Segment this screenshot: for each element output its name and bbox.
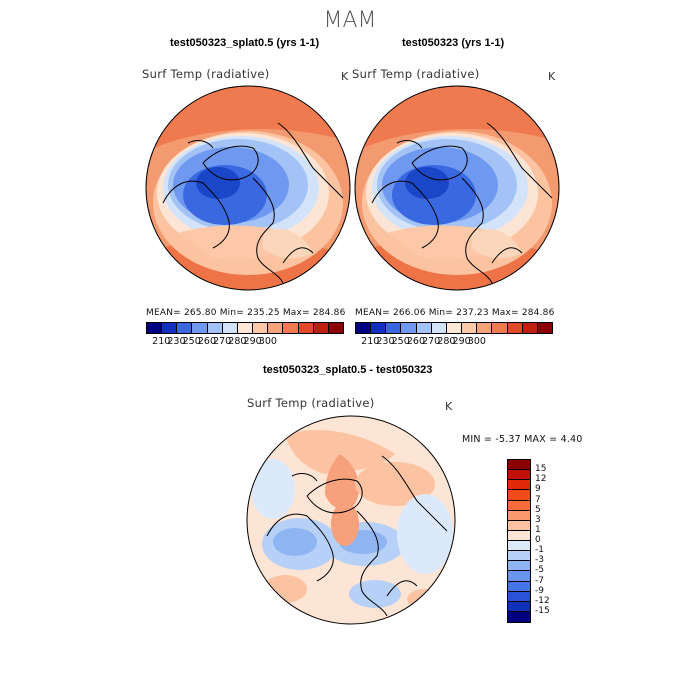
colorbar-swatch (522, 323, 538, 333)
colorbar-tick-label: 250 (391, 336, 410, 347)
colorbar-tick-label: 260 (406, 336, 425, 347)
colorbar-diff-tick-label: 7 (535, 494, 541, 505)
diff-minmax: MIN = -5.37 MAX = 4.40 (462, 434, 583, 445)
colorbar-swatch (386, 323, 402, 333)
colorbar-tick-label: 260 (197, 336, 216, 347)
unit-label-left: K (341, 70, 349, 83)
colorbar-tick-label: 290 (452, 336, 471, 347)
diff-max-value: 4.40 (560, 434, 583, 445)
polar-map-left (143, 83, 353, 293)
colorbar-swatch (268, 323, 284, 333)
colorbar-swatch (462, 323, 478, 333)
colorbar-swatch (356, 323, 372, 333)
colorbar-diff-swatch (508, 470, 530, 481)
colorbar-tick-label: 230 (376, 336, 395, 347)
colorbar-swatch (192, 323, 208, 333)
colorbar-swatch (313, 323, 329, 333)
colorbar-diff-swatch (508, 601, 530, 612)
colorbar-tick-label: 250 (182, 336, 201, 347)
colorbar-diff-tick-label: 15 (535, 464, 547, 475)
colorbar-swatch (492, 323, 508, 333)
colorbar-swatch (416, 323, 432, 333)
colorbar-diff-tick-label: -1 (535, 545, 544, 556)
colorbar-diff-swatch (508, 490, 530, 501)
polar-map-diff (245, 414, 457, 626)
colorbar-tick-label: 300 (467, 336, 486, 347)
colorbar-diff-tick-label: 3 (535, 514, 541, 525)
colorbar-diff-swatch (508, 571, 530, 582)
variable-label-right: Surf Temp (radiative) (352, 67, 480, 81)
colorbar-diff-tick-label: -12 (535, 595, 550, 606)
colorbar-tick-label: 280 (437, 336, 456, 347)
colorbar-swatch (371, 323, 387, 333)
diff-title: test050323_splat0.5 - test050323 (263, 364, 433, 376)
colorbar-tick-label: 270 (213, 336, 232, 347)
colorbar-swatch (431, 323, 447, 333)
colorbar-swatch (507, 323, 523, 333)
colorbar-diff-swatch (508, 460, 530, 471)
unit-label-right: K (548, 70, 556, 83)
panel-title-left: test050323_splat0.5 (yrs 1-1) (170, 37, 320, 49)
colorbar-diff-swatch (508, 520, 530, 531)
colorbar-tick-label: 270 (422, 336, 441, 347)
colorbar-diff-swatch (508, 480, 530, 491)
colorbar-diff-tick-label: -9 (535, 585, 544, 596)
colorbar-diff-tick-label: -3 (535, 555, 544, 566)
colorbar-swatch (537, 323, 553, 333)
colorbar-tick-label: 280 (228, 336, 247, 347)
colorbar-swatch (328, 323, 344, 333)
colorbar-right-ticks: 210 230 250 260 270 280 290 300 (355, 336, 553, 348)
colorbar-tick-label: 290 (243, 336, 262, 347)
panel-title-right: test050323 (yrs 1-1) (402, 37, 505, 49)
colorbar-left-ticks: 210 230 250 260 270 280 290 300 (146, 336, 344, 348)
colorbar-diff-tick-label: -15 (535, 605, 550, 616)
colorbar-tick-label: 230 (167, 336, 186, 347)
colorbar-diff-tick-label: -7 (535, 575, 544, 586)
colorbar-swatch (283, 323, 299, 333)
colorbar-swatch (298, 323, 314, 333)
colorbar-swatch (222, 323, 238, 333)
colorbar-diff-swatch (508, 581, 530, 592)
colorbar-swatch (446, 323, 463, 333)
colorbar-diff-tick-label: 1 (535, 524, 541, 535)
colorbar-diff-swatch (508, 561, 530, 572)
colorbar-swatch (237, 323, 254, 333)
unit-label-diff: K (445, 400, 453, 413)
colorbar-diff-swatch (508, 510, 530, 521)
colorbar-tick-label: 300 (258, 336, 277, 347)
colorbar-swatch (207, 323, 223, 333)
colorbar-diff-swatch (508, 530, 530, 541)
colorbar-diff (507, 459, 531, 623)
colorbar-swatch (162, 323, 178, 333)
stats-right: MEAN= 266.06 Min= 237.23 Max= 284.86 (355, 308, 555, 318)
stats-left: MEAN= 265.80 Min= 235.25 Max= 284.86 (146, 308, 346, 318)
diff-min-label: MIN = (462, 434, 493, 445)
colorbar-swatch (177, 323, 193, 333)
variable-label-left: Surf Temp (radiative) (142, 67, 270, 81)
season-title: MAM (323, 8, 377, 33)
colorbar-tick-label: 210 (361, 336, 380, 347)
colorbar-swatch (147, 323, 163, 333)
colorbar-diff-tick-label: -5 (535, 565, 544, 576)
colorbar-diff-swatch (508, 541, 530, 552)
colorbar-swatch (253, 323, 269, 333)
colorbar-swatch (401, 323, 417, 333)
polar-map-right (352, 83, 562, 293)
colorbar-tick-label: 210 (152, 336, 171, 347)
colorbar-diff-tick-label: 0 (535, 535, 541, 545)
colorbar-right (355, 322, 553, 334)
colorbar-diff-tick-label: 9 (535, 484, 541, 495)
colorbar-swatch (477, 323, 493, 333)
colorbar-diff-tick-label: 12 (535, 474, 547, 485)
diff-max-label: MAX = (524, 434, 558, 445)
colorbar-diff-swatch (508, 591, 530, 602)
variable-label-diff: Surf Temp (radiative) (247, 396, 375, 410)
colorbar-diff-tick-label: 5 (535, 504, 541, 515)
colorbar-diff-swatch (508, 500, 530, 511)
diff-min-value: -5.37 (495, 434, 521, 445)
colorbar-diff-swatch (508, 551, 530, 562)
colorbar-diff-ticks: 15 12 9 7 5 3 1 0 -1 -3 -5 -7 -9 -12 -15 (535, 459, 575, 621)
colorbar-diff-swatch (508, 611, 530, 622)
colorbar-left (146, 322, 344, 334)
